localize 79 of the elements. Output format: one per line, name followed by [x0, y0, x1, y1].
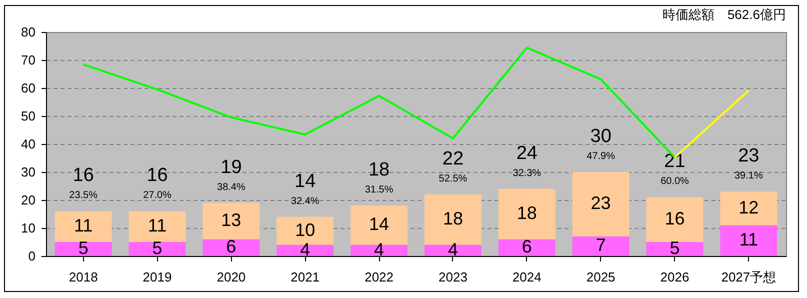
annotation: 39.1%	[734, 170, 763, 182]
data-label: 12	[738, 197, 759, 218]
data-label: 11	[739, 230, 758, 250]
data-label: 7	[596, 235, 606, 256]
data-label: 5	[152, 238, 162, 258]
y-tick-label: 40	[21, 136, 36, 152]
y-tick-label: 0	[28, 248, 36, 264]
total-label: 16	[146, 165, 168, 186]
annotation: 47.9%	[586, 151, 616, 162]
data-label: 4	[448, 239, 458, 260]
x-tick-label: 2026	[660, 270, 690, 284]
data-label: 23	[590, 193, 611, 214]
annotation: 27.0%	[143, 190, 172, 202]
annotation: 60.0%	[660, 176, 690, 188]
annotation: 32.3%	[512, 168, 542, 179]
y-tick-label: 30	[21, 164, 36, 180]
x-tick-label: 2023	[438, 270, 468, 284]
bar	[646, 197, 704, 242]
data-label: 13	[221, 210, 242, 230]
data-label: 11	[148, 216, 167, 236]
y-tick-label: 50	[21, 108, 36, 124]
bar	[498, 188, 556, 240]
total-label: 24	[516, 142, 538, 164]
data-label: 6	[226, 236, 236, 257]
data-label: 4	[374, 239, 384, 260]
total-label: 19	[220, 156, 242, 178]
y-tick-label: 60	[21, 80, 36, 96]
annotation: 52.5%	[438, 173, 468, 184]
data-label: 16	[664, 208, 685, 229]
bar	[572, 172, 630, 236]
total-label: 14	[294, 170, 316, 192]
annotation: 32.4%	[290, 196, 320, 207]
total-label: 16	[72, 165, 94, 186]
bar	[720, 192, 778, 226]
total-label: 23	[738, 146, 760, 167]
bar	[276, 216, 334, 245]
data-label: 14	[369, 214, 390, 234]
x-tick-label: 2022	[364, 270, 394, 284]
x-tick-label: 2027予想	[721, 270, 776, 284]
bar	[128, 211, 186, 242]
bar	[646, 242, 704, 256]
x-tick-label: 2024	[512, 270, 542, 284]
y-tick-label: 80	[21, 24, 36, 40]
bar	[276, 244, 334, 256]
data-label: 18	[442, 208, 463, 229]
data-label: 11	[74, 216, 93, 236]
bar	[498, 239, 556, 256]
data-label: 10	[295, 220, 316, 240]
data-label: 6	[522, 236, 532, 257]
x-tick-label: 2025	[586, 270, 616, 284]
x-tick-label: 2021	[290, 270, 320, 284]
y-tick-label: 10	[21, 220, 36, 236]
y-tick-label: 70	[21, 52, 36, 68]
x-tick-label: 2018	[68, 270, 98, 284]
bar	[54, 242, 112, 256]
text: 時価総額 562.6億円	[662, 7, 786, 22]
bar	[572, 236, 630, 256]
total-label: 18	[368, 160, 390, 181]
bar	[54, 211, 112, 242]
x-tick-label: 2019	[142, 270, 172, 284]
bar	[350, 244, 408, 256]
annotation: 31.5%	[364, 184, 394, 196]
y-tick-label: 20	[21, 192, 36, 208]
data-label: 5	[78, 238, 88, 258]
bar	[424, 244, 482, 256]
data-label: 4	[300, 239, 310, 260]
bar	[720, 225, 778, 256]
bar	[350, 206, 408, 245]
total-label: 30	[590, 126, 612, 147]
data-label: 18	[516, 203, 537, 223]
bar	[424, 194, 482, 245]
data-label: 5	[670, 238, 680, 258]
bar	[202, 202, 260, 240]
annotation: 38.4%	[217, 182, 246, 193]
total-label: 22	[442, 148, 464, 170]
x-tick-label: 2020	[216, 270, 246, 284]
annotation: 23.5%	[69, 190, 98, 202]
bar	[202, 239, 260, 256]
bar	[128, 242, 186, 256]
